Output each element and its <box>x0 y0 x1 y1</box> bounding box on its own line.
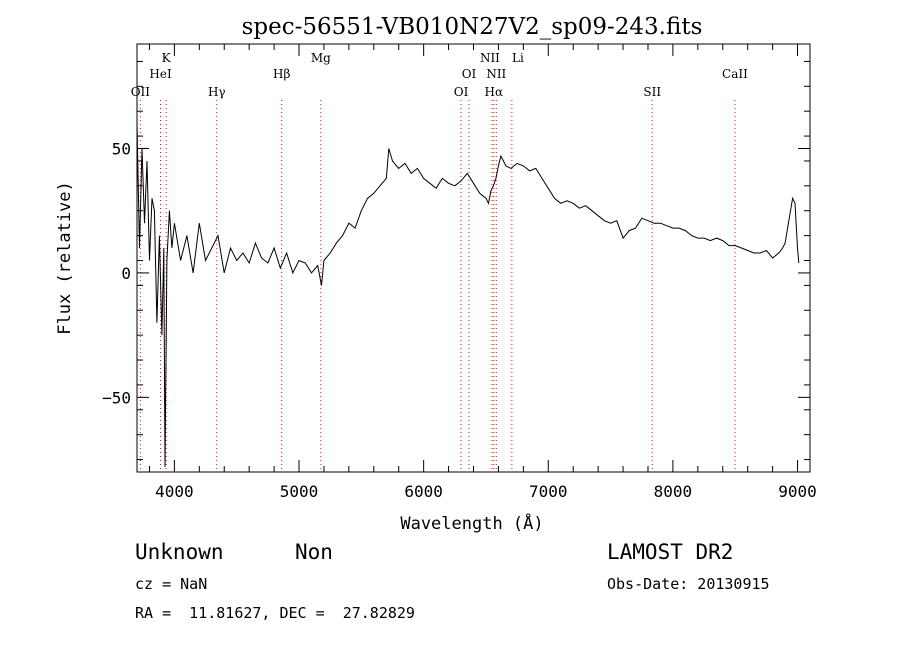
spectrum-line <box>136 123 800 468</box>
x-tick-label: 4000 <box>155 482 194 501</box>
y-tick-label: 0 <box>121 264 131 283</box>
spectral-line-label: Hγ <box>208 85 226 99</box>
y-tick-label: 50 <box>112 140 131 159</box>
spectral-line-label: OI <box>454 85 469 99</box>
object-subclass: Non <box>295 540 333 564</box>
spectral-line-label: Li <box>512 51 524 65</box>
spectral-line-label: NII <box>486 67 506 81</box>
spectral-line-label: K <box>162 51 172 65</box>
x-tick-label: 8000 <box>654 482 693 501</box>
object-class: Unknown <box>135 540 224 564</box>
x-tick-label: 5000 <box>280 482 319 501</box>
spectral-line-label: Mg <box>311 51 331 65</box>
minor-ticks <box>137 44 810 472</box>
spectral-line-label: OII <box>131 85 151 99</box>
spectral-line-label: Hα <box>485 85 504 99</box>
spectral-line-label: HeI <box>149 67 172 81</box>
spectral-line-label: Hβ <box>273 67 290 81</box>
x-axis-ticks: 4000 5000 6000 7000 8000 9000 <box>155 44 817 501</box>
y-axis-ticks: −50 0 50 <box>102 140 810 407</box>
spectral-line-label: NII <box>480 51 500 65</box>
plot-frame <box>136 43 811 473</box>
spectral-line-label: OI <box>462 67 477 81</box>
x-tick-label: 6000 <box>404 482 443 501</box>
redshift-value: cz = NaN <box>135 575 208 593</box>
y-axis-label: Flux (relative) <box>55 181 75 335</box>
x-tick-label: 9000 <box>778 482 817 501</box>
chart-title: spec-56551-VB010N27V2_sp09-243.fits <box>242 14 703 40</box>
survey-name: LAMOST DR2 <box>607 540 734 564</box>
observation-date: Obs-Date: 20130915 <box>607 575 770 593</box>
y-tick-label: −50 <box>102 388 131 407</box>
spectral-line-label: SII <box>643 85 661 99</box>
spectral-line-label: CaII <box>722 67 748 81</box>
x-tick-label: 7000 <box>529 482 568 501</box>
sky-coordinates: RA = 11.81627, DEC = 27.82829 <box>135 604 415 622</box>
x-axis-label: Wavelength (Å) <box>400 512 543 534</box>
